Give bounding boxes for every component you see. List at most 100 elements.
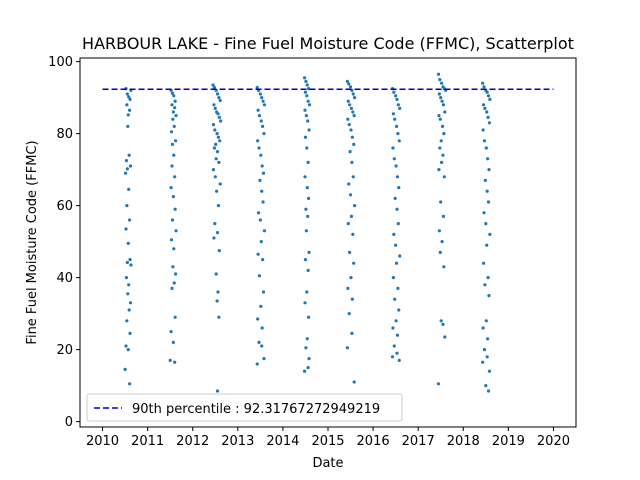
data-point	[127, 283, 131, 287]
data-point	[347, 123, 351, 127]
data-point	[261, 171, 266, 175]
data-point	[261, 290, 266, 294]
data-point	[124, 276, 129, 280]
data-point	[483, 283, 487, 287]
data-point	[218, 139, 222, 143]
data-point	[307, 87, 311, 91]
data-point	[352, 261, 356, 265]
data-point	[173, 315, 177, 319]
data-point	[395, 207, 399, 211]
data-point	[394, 243, 398, 247]
data-point	[306, 214, 310, 218]
data-point	[215, 92, 220, 96]
data-point	[395, 351, 399, 355]
data-point	[487, 168, 491, 172]
data-point	[485, 90, 489, 94]
data-point	[128, 301, 133, 305]
data-point	[307, 128, 311, 132]
data-point	[259, 153, 263, 157]
data-point	[436, 382, 441, 386]
data-point	[390, 355, 395, 359]
data-point	[262, 229, 267, 233]
y-axis-label: Fine Fuel Moisture Code (FFMC)	[25, 140, 40, 344]
data-point	[303, 108, 307, 112]
data-point	[437, 114, 441, 118]
data-point	[123, 171, 128, 175]
x-tick-label: 2010	[86, 434, 119, 449]
data-point	[212, 85, 216, 90]
data-point	[394, 319, 398, 323]
data-point	[126, 241, 130, 245]
y-tick-label: 20	[56, 343, 73, 358]
data-point	[125, 260, 129, 265]
data-point	[218, 182, 222, 186]
x-tick-label: 2015	[311, 434, 344, 449]
data-point	[255, 85, 259, 90]
data-point	[255, 362, 259, 366]
data-point	[172, 247, 176, 251]
data-point	[347, 182, 351, 186]
y-axis: 0 20 40 60 80 100	[48, 55, 80, 430]
data-point	[170, 91, 175, 95]
x-tick-label: 2014	[266, 434, 299, 449]
data-point	[124, 344, 128, 348]
data-point	[392, 344, 396, 348]
data-point	[172, 281, 176, 285]
data-point	[174, 114, 178, 118]
data-point	[261, 124, 265, 128]
data-point	[305, 337, 309, 341]
data-point	[172, 153, 176, 157]
data-point	[350, 297, 354, 301]
data-point	[262, 103, 267, 107]
data-point	[170, 142, 175, 146]
data-point	[172, 124, 176, 128]
data-point	[485, 110, 489, 114]
plot-area	[102, 72, 554, 393]
data-point	[481, 261, 486, 265]
data-point	[483, 106, 487, 110]
data-point	[397, 139, 401, 143]
x-tick-label: 2017	[402, 434, 435, 449]
data-point	[173, 139, 178, 143]
data-point	[261, 258, 265, 262]
x-tick-label: 2013	[221, 434, 254, 449]
data-point	[440, 99, 444, 103]
data-point	[484, 319, 488, 323]
data-point	[213, 222, 217, 226]
data-point	[124, 227, 128, 231]
data-point	[171, 195, 175, 199]
data-point	[486, 157, 490, 161]
data-point	[304, 79, 308, 83]
data-point	[215, 189, 219, 193]
data-point	[216, 204, 221, 208]
data-point	[440, 160, 444, 164]
data-point	[398, 106, 402, 110]
data-point	[125, 92, 129, 96]
data-point	[348, 103, 352, 107]
data-point	[217, 96, 221, 100]
data-point	[303, 175, 307, 179]
data-point	[218, 98, 222, 103]
data-point	[439, 96, 443, 100]
data-point	[259, 119, 263, 123]
data-point	[396, 222, 400, 226]
data-point	[214, 157, 218, 161]
data-point	[393, 196, 397, 200]
data-point	[216, 135, 221, 139]
data-point	[129, 263, 133, 267]
x-axis: 2010 2011 2012 2013 2014 2015 2016 2017 2018 2019…	[86, 427, 570, 449]
data-point	[441, 153, 445, 157]
data-point	[125, 204, 129, 208]
data-point	[397, 186, 401, 190]
y-tick-label: 60	[56, 199, 73, 214]
data-point	[303, 135, 308, 139]
data-point	[261, 200, 265, 204]
data-point	[481, 128, 485, 132]
data-point	[440, 240, 444, 244]
data-point	[171, 110, 175, 114]
data-point	[125, 319, 129, 323]
data-point	[260, 326, 264, 330]
data-point	[217, 160, 221, 164]
data-point	[307, 315, 311, 319]
data-point	[215, 389, 220, 393]
